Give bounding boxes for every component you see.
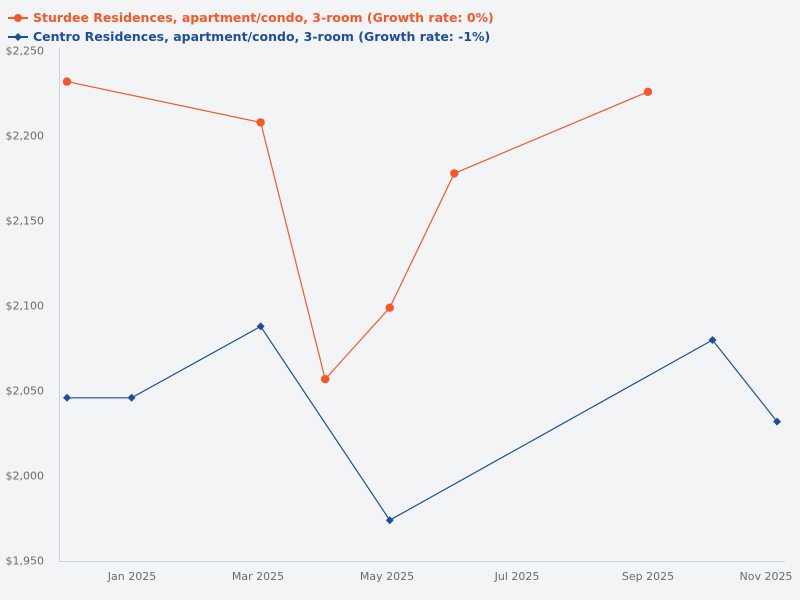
circle-data-point[interactable] bbox=[450, 169, 459, 178]
y-tick-label: $2,150 bbox=[5, 214, 45, 228]
circle-data-point[interactable] bbox=[385, 303, 394, 312]
x-tick-label: Jan 2025 bbox=[107, 570, 157, 583]
x-tick-label: May 2025 bbox=[359, 570, 415, 583]
legend-label-sturdee: Sturdee Residences, apartment/condo, 3-r… bbox=[33, 10, 494, 25]
circle-marker-icon bbox=[8, 13, 28, 22]
y-tick-label: $1,950 bbox=[5, 554, 45, 568]
x-tick-label: Nov 2025 bbox=[739, 570, 793, 583]
series-centro bbox=[63, 322, 782, 525]
series-line bbox=[67, 325, 778, 521]
legend-item-sturdee[interactable]: Sturdee Residences, apartment/condo, 3-r… bbox=[8, 8, 494, 27]
series-sturdee bbox=[62, 77, 653, 384]
diamond-data-point[interactable] bbox=[256, 322, 265, 331]
diamond-data-point[interactable] bbox=[773, 417, 782, 426]
x-tick-label: Jul 2025 bbox=[494, 570, 540, 583]
y-tick-label: $2,100 bbox=[5, 299, 45, 313]
circle-data-point[interactable] bbox=[62, 77, 72, 86]
legend-item-centro[interactable]: Centro Residences, apartment/condo, 3-ro… bbox=[8, 27, 494, 46]
legend-label-centro: Centro Residences, apartment/condo, 3-ro… bbox=[33, 29, 491, 44]
diamond-data-point[interactable] bbox=[127, 393, 136, 402]
diamond-data-point[interactable] bbox=[385, 516, 394, 525]
series-line bbox=[66, 81, 649, 381]
y-tick-label: $2,000 bbox=[5, 469, 45, 483]
circle-data-point[interactable] bbox=[321, 374, 330, 384]
diamond-marker-icon bbox=[8, 32, 28, 41]
y-tick-label: $2,050 bbox=[5, 384, 45, 398]
x-tick-label: Mar 2025 bbox=[231, 570, 285, 583]
circle-data-point[interactable] bbox=[643, 87, 653, 97]
diamond-data-point[interactable] bbox=[63, 393, 71, 402]
chart-legend: Sturdee Residences, apartment/condo, 3-r… bbox=[8, 8, 494, 46]
series-layer bbox=[62, 77, 782, 525]
y-tick-label: $2,200 bbox=[5, 129, 45, 143]
circle-data-point[interactable] bbox=[256, 118, 265, 127]
x-tick-label: Sep 2025 bbox=[621, 570, 675, 583]
diamond-data-point[interactable] bbox=[708, 336, 717, 344]
y-tick-label: $2,250 bbox=[5, 44, 45, 58]
